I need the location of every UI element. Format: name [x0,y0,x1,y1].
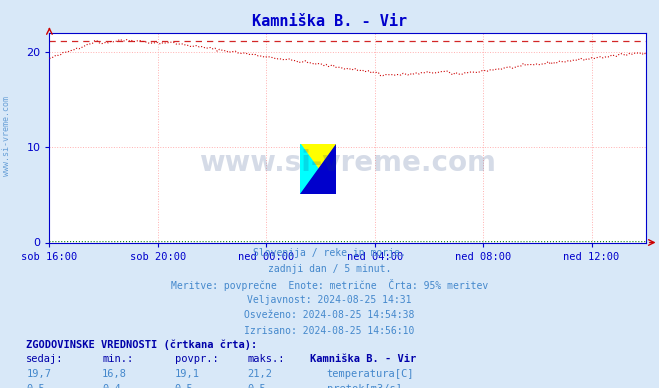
Polygon shape [300,144,336,194]
Text: Osveženo: 2024-08-25 14:54:38: Osveženo: 2024-08-25 14:54:38 [244,310,415,320]
Text: 21,2: 21,2 [247,369,272,379]
Text: 0,5: 0,5 [175,384,193,388]
Text: min.:: min.: [102,354,133,364]
Text: Kamniška B. - Vir: Kamniška B. - Vir [252,14,407,29]
Text: 19,1: 19,1 [175,369,200,379]
Text: Veljavnost: 2024-08-25 14:31: Veljavnost: 2024-08-25 14:31 [247,295,412,305]
Text: 0,5: 0,5 [26,384,45,388]
Text: 19,7: 19,7 [26,369,51,379]
Text: 0,4: 0,4 [102,384,121,388]
Text: www.si-vreme.com: www.si-vreme.com [2,96,11,176]
Text: sedaj:: sedaj: [26,354,64,364]
Text: pretok[m3/s]: pretok[m3/s] [327,384,402,388]
Text: Kamniška B. - Vir: Kamniška B. - Vir [310,354,416,364]
Text: ZGODOVINSKE VREDNOSTI (črtkana črta):: ZGODOVINSKE VREDNOSTI (črtkana črta): [26,340,258,350]
Text: Slovenija / reke in morje.: Slovenija / reke in morje. [253,248,406,258]
Text: zadnji dan / 5 minut.: zadnji dan / 5 minut. [268,264,391,274]
Text: www.si-vreme.com: www.si-vreme.com [199,149,496,177]
Text: 0,5: 0,5 [247,384,266,388]
Text: temperatura[C]: temperatura[C] [327,369,415,379]
Polygon shape [300,144,336,194]
Text: 16,8: 16,8 [102,369,127,379]
Text: Izrisano: 2024-08-25 14:56:10: Izrisano: 2024-08-25 14:56:10 [244,326,415,336]
Text: maks.:: maks.: [247,354,285,364]
Text: povpr.:: povpr.: [175,354,218,364]
Polygon shape [300,144,336,194]
Text: Meritve: povprečne  Enote: metrične  Črta: 95% meritev: Meritve: povprečne Enote: metrične Črta:… [171,279,488,291]
